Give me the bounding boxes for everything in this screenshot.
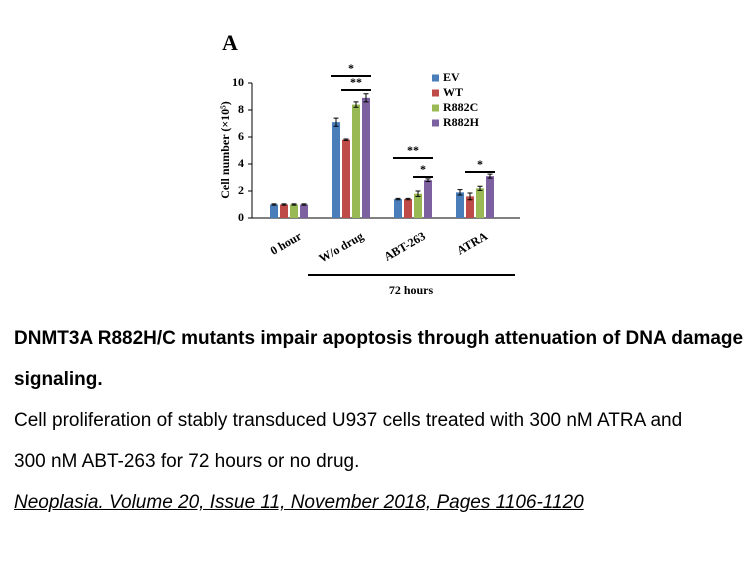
bar [394, 199, 402, 218]
caption-text: Cell proliferation of stably transduced … [14, 410, 683, 472]
bar [414, 193, 422, 218]
error-bar [457, 189, 463, 196]
x-tick-label: 0 hour [268, 229, 305, 258]
bar [280, 204, 288, 218]
bar [290, 204, 298, 218]
y-tick-label: 2 [238, 183, 244, 197]
legend-swatch [432, 119, 439, 127]
y-axis-label: Cell number (×10⁵) [218, 101, 232, 199]
panel-label: A [222, 30, 238, 55]
legend-label: R882H [443, 115, 480, 129]
bar [466, 196, 474, 218]
bar [270, 204, 278, 218]
significance-label: ** [350, 75, 362, 89]
y-tick-label: 8 [238, 102, 244, 116]
bar [342, 139, 350, 218]
caption-title: DNMT3A R882H/C mutants impair apoptosis … [14, 328, 744, 390]
bar [424, 180, 432, 218]
x-tick-label: W/o drug [316, 229, 365, 266]
error-bar [301, 203, 307, 206]
error-bar [477, 185, 483, 191]
legend-label: WT [443, 85, 463, 99]
bar [332, 122, 340, 218]
significance-label: * [477, 157, 483, 171]
bar [300, 204, 308, 218]
error-bar [363, 93, 369, 103]
caption: DNMT3A R882H/C mutants impair apoptosis … [14, 318, 756, 523]
error-bar [333, 117, 339, 127]
legend-swatch [432, 104, 439, 112]
error-bar [425, 178, 431, 183]
significance-label: * [348, 61, 354, 75]
error-bar [281, 203, 287, 206]
error-bar [415, 190, 421, 197]
legend-label: EV [443, 70, 460, 84]
legend-swatch [432, 74, 439, 82]
error-bar [353, 101, 359, 108]
error-bar [487, 173, 493, 179]
chart: A Cell number (×10⁵) 72 hours 0 2 4 6 8 10 0 h… [218, 30, 520, 297]
error-bar [271, 203, 277, 206]
bar [476, 188, 484, 218]
citation[interactable]: Neoplasia. Volume 20, Issue 11, November… [14, 492, 584, 513]
error-bar [395, 197, 401, 201]
bar [362, 97, 370, 218]
significance-label: ** [407, 143, 419, 157]
y-tick-label: 4 [238, 156, 244, 170]
legend-swatch [432, 89, 439, 97]
y-tick-label: 6 [238, 129, 244, 143]
group-label: 72 hours [389, 283, 434, 297]
significance-label: * [420, 162, 426, 176]
error-bar [467, 192, 473, 201]
error-bar [343, 138, 349, 141]
bar [404, 199, 412, 218]
error-bar [405, 197, 411, 201]
error-bar [291, 203, 297, 206]
y-tick-label: 0 [238, 210, 244, 224]
x-tick-label: ABT-263 [381, 229, 427, 264]
bar [456, 192, 464, 218]
x-tick-label: ATRA [454, 229, 490, 258]
legend-label: R882C [443, 100, 478, 114]
bar [352, 104, 360, 218]
y-tick-label: 10 [232, 75, 244, 89]
bar [486, 176, 494, 218]
